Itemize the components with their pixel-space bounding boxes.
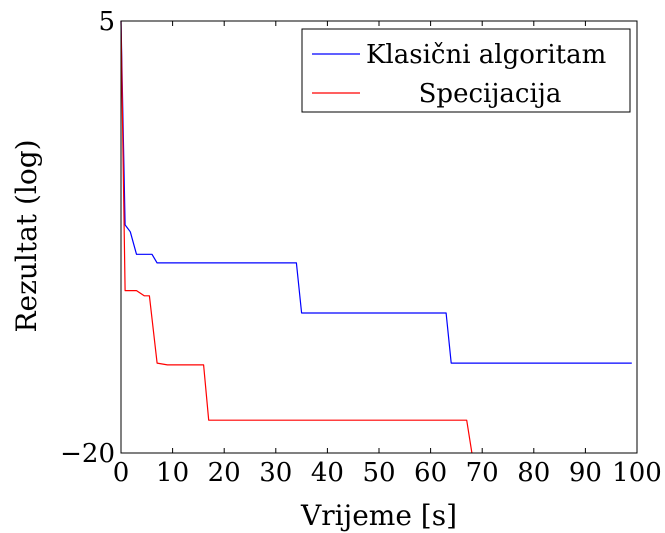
x-tick-label-3: 30: [259, 458, 292, 488]
x-tick-label-2: 20: [208, 458, 241, 488]
series-line-specijacija: [120, 20, 473, 454]
x-tick-label-0: 0: [113, 458, 130, 488]
x-tick-label-10: 100: [612, 458, 662, 488]
legend-label-specijacija: Specijacija: [419, 79, 562, 109]
x-tick-label-9: 90: [569, 458, 602, 488]
series-line-klasicni-algoritam: [120, 20, 632, 364]
x-tick-label-8: 80: [517, 458, 550, 488]
ticks-layer: [120, 20, 638, 454]
legend-box: [301, 28, 631, 113]
series-layer: [120, 20, 632, 454]
x-tick-label-6: 60: [414, 458, 447, 488]
x-tick-label-4: 40: [311, 458, 344, 488]
x-tick-label-5: 50: [362, 458, 395, 488]
tick-labels-layer: 0 10 20 30 40 50 60 70 80 90 100 5 −20: [60, 7, 662, 488]
y-tick-label-0: 5: [98, 7, 115, 37]
y-tick-label-1: −20: [60, 439, 115, 469]
y-axis-label: Rezultat (log): [10, 139, 43, 332]
legend: Klasični algoritam Specijacija: [301, 28, 631, 113]
legend-label-klasicni-algoritam: Klasični algoritam: [366, 40, 606, 70]
x-tick-label-7: 70: [466, 458, 499, 488]
x-axis-label: Vrijeme [s]: [300, 499, 457, 532]
x-tick-label-1: 10: [156, 458, 189, 488]
